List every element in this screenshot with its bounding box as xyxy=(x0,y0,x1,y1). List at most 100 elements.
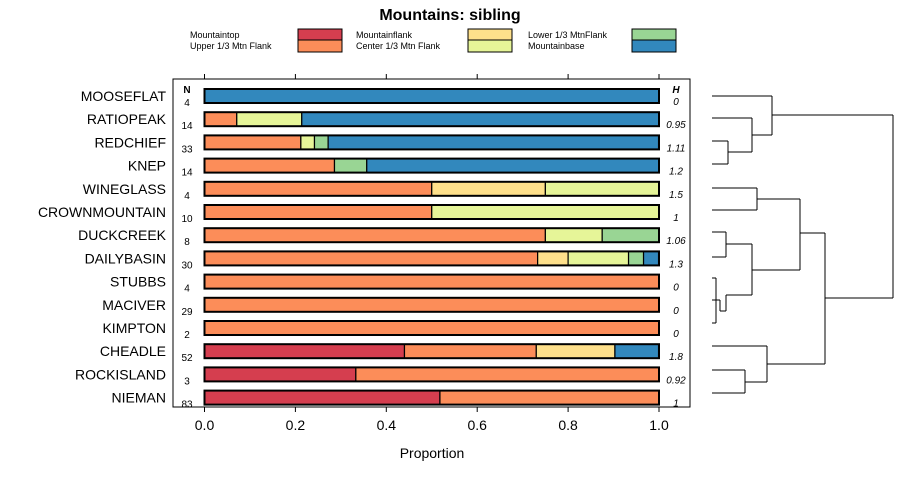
bar-segment-mountainbase xyxy=(642,250,660,266)
bar-segment-center-1-3-mtn-flank xyxy=(300,134,316,150)
bar-segment-mountaintop xyxy=(203,366,357,382)
bar-outline xyxy=(203,180,660,197)
row-n-value: 30 xyxy=(181,260,193,271)
bar-segment-center-1-3-mtn-flank xyxy=(544,181,660,197)
x-tick-label: 0.2 xyxy=(286,417,306,433)
row-n-value: 14 xyxy=(181,168,193,179)
bar-segment-upper-1-3-mtn-flank xyxy=(403,343,537,359)
dendrogram xyxy=(712,95,894,394)
bar-segment-lower-1-3-mtnflank xyxy=(601,227,660,243)
bar-outline xyxy=(203,111,660,128)
bar-outline xyxy=(203,366,660,383)
bar-segment-upper-1-3-mtn-flank xyxy=(203,181,433,197)
legend-label-mountaintop: Mountaintop xyxy=(190,30,240,40)
bar-segment-mountainbase xyxy=(203,88,660,104)
x-tick-label: 1.0 xyxy=(649,417,669,433)
row-label: REDCHIEF xyxy=(94,134,166,150)
row-n-value: 33 xyxy=(181,144,193,155)
x-axis: 0.0 0.2 0.4 0.6 0.8 1.0 xyxy=(195,74,669,433)
bar-outline xyxy=(203,134,660,151)
bar-segment-center-1-3-mtn-flank xyxy=(567,250,630,266)
bar-segment-mountainbase xyxy=(614,343,660,359)
h-column-header: H xyxy=(672,85,680,96)
row-label: MACIVER xyxy=(102,297,166,313)
bar-segment-upper-1-3-mtn-flank xyxy=(203,134,302,150)
bar-segment-upper-1-3-mtn-flank xyxy=(355,366,660,382)
x-tick-label: 0.4 xyxy=(377,417,397,433)
row-n-value: 4 xyxy=(184,98,190,109)
row-label: RATIOPEAK xyxy=(87,111,167,127)
row-h-value: 0 xyxy=(673,97,679,108)
row-h-value: 0 xyxy=(673,306,679,317)
x-tick-label: 0.8 xyxy=(558,417,578,433)
row-n-value: 3 xyxy=(184,376,190,387)
chart-title: Mountains: sibling xyxy=(379,7,520,24)
bar-segment-mountainflank xyxy=(537,250,569,266)
row-label: KNEP xyxy=(128,158,166,174)
bar-outline xyxy=(203,320,660,336)
bar-outline xyxy=(203,157,660,174)
row-h-value: 1.5 xyxy=(669,190,683,201)
row-h-value: 0 xyxy=(673,283,679,294)
row-n-value: 10 xyxy=(181,214,193,225)
row-n-value: 52 xyxy=(181,353,193,364)
row-h-value: 0.95 xyxy=(666,120,686,131)
row-h-value: 1.11 xyxy=(667,143,686,154)
legend-swatch-mountainbase xyxy=(631,39,677,53)
row-label: CHEADLE xyxy=(100,343,166,359)
row-h-value: 0 xyxy=(673,329,679,340)
row-label: STUBBS xyxy=(110,274,166,290)
row-label: KIMPTON xyxy=(102,320,166,336)
legend-swatch-mountaintop xyxy=(297,28,343,42)
row-label: DUCKCREEK xyxy=(78,227,167,243)
row-n-value: 4 xyxy=(184,284,190,295)
row-h-value: 1.2 xyxy=(669,167,683,178)
bar-segment-mountainbase xyxy=(301,111,660,127)
bar-segment-upper-1-3-mtn-flank xyxy=(203,227,546,243)
row-label: MOOSEFLAT xyxy=(81,88,167,104)
bar-segment-upper-1-3-mtn-flank xyxy=(439,390,660,406)
bar-segment-mountainflank xyxy=(535,343,616,359)
row-n-value: 14 xyxy=(181,121,193,132)
bar-segment-center-1-3-mtn-flank xyxy=(544,227,603,243)
bar-segment-center-1-3-mtn-flank xyxy=(431,204,660,220)
row-h-value: 1.8 xyxy=(669,352,683,363)
x-tick-label: 0.0 xyxy=(195,417,215,433)
bar-segment-mountaintop xyxy=(203,390,441,406)
row-h-value: 1.06 xyxy=(666,236,686,247)
bar-segment-mountainbase xyxy=(327,134,660,150)
row-label: NIEMAN xyxy=(112,390,166,406)
x-axis-label: Proportion xyxy=(400,445,465,461)
bar-outline xyxy=(203,343,660,360)
legend-swatch-upper-1-3-mtn-flank xyxy=(297,39,343,53)
bar-outline xyxy=(203,88,660,104)
row-n-value: 4 xyxy=(184,191,190,202)
row-n-value: 29 xyxy=(181,307,193,318)
bar-segment-upper-1-3-mtn-flank xyxy=(203,250,539,266)
legend-label-upper-1-3-mtn-flank: Upper 1/3 Mtn Flank xyxy=(190,41,272,51)
bar-segment-lower-1-3-mtnflank xyxy=(627,250,645,266)
bar-segment-upper-1-3-mtn-flank xyxy=(203,297,660,313)
legend-label-mountainflank: Mountainflank xyxy=(356,30,413,40)
row-n-value: 83 xyxy=(181,400,193,411)
row-n-value: 2 xyxy=(184,330,190,341)
bar-segment-mountainbase xyxy=(366,158,660,174)
legend-swatch-mountainflank xyxy=(467,28,513,42)
bar-outline xyxy=(203,273,660,290)
bar-segment-upper-1-3-mtn-flank xyxy=(203,320,660,336)
legend-swatch-center-1-3-mtn-flank xyxy=(467,39,513,53)
bar-outline xyxy=(203,204,660,220)
row-h-value: 1.3 xyxy=(669,259,683,270)
legend-swatch-lower-1-3-mtnflank xyxy=(631,28,677,42)
bar-segment-lower-1-3-mtnflank xyxy=(333,158,368,174)
x-tick-label: 0.6 xyxy=(467,417,487,433)
legend-label-lower-1-3-mtnflank: Lower 1/3 MtnFlank xyxy=(528,30,608,40)
row-label: DAILYBASIN xyxy=(85,250,166,266)
row-h-value: 1 xyxy=(673,213,679,224)
legend-label-center-1-3-mtn-flank: Center 1/3 Mtn Flank xyxy=(356,41,441,51)
bar-segment-lower-1-3-mtnflank xyxy=(313,134,329,150)
